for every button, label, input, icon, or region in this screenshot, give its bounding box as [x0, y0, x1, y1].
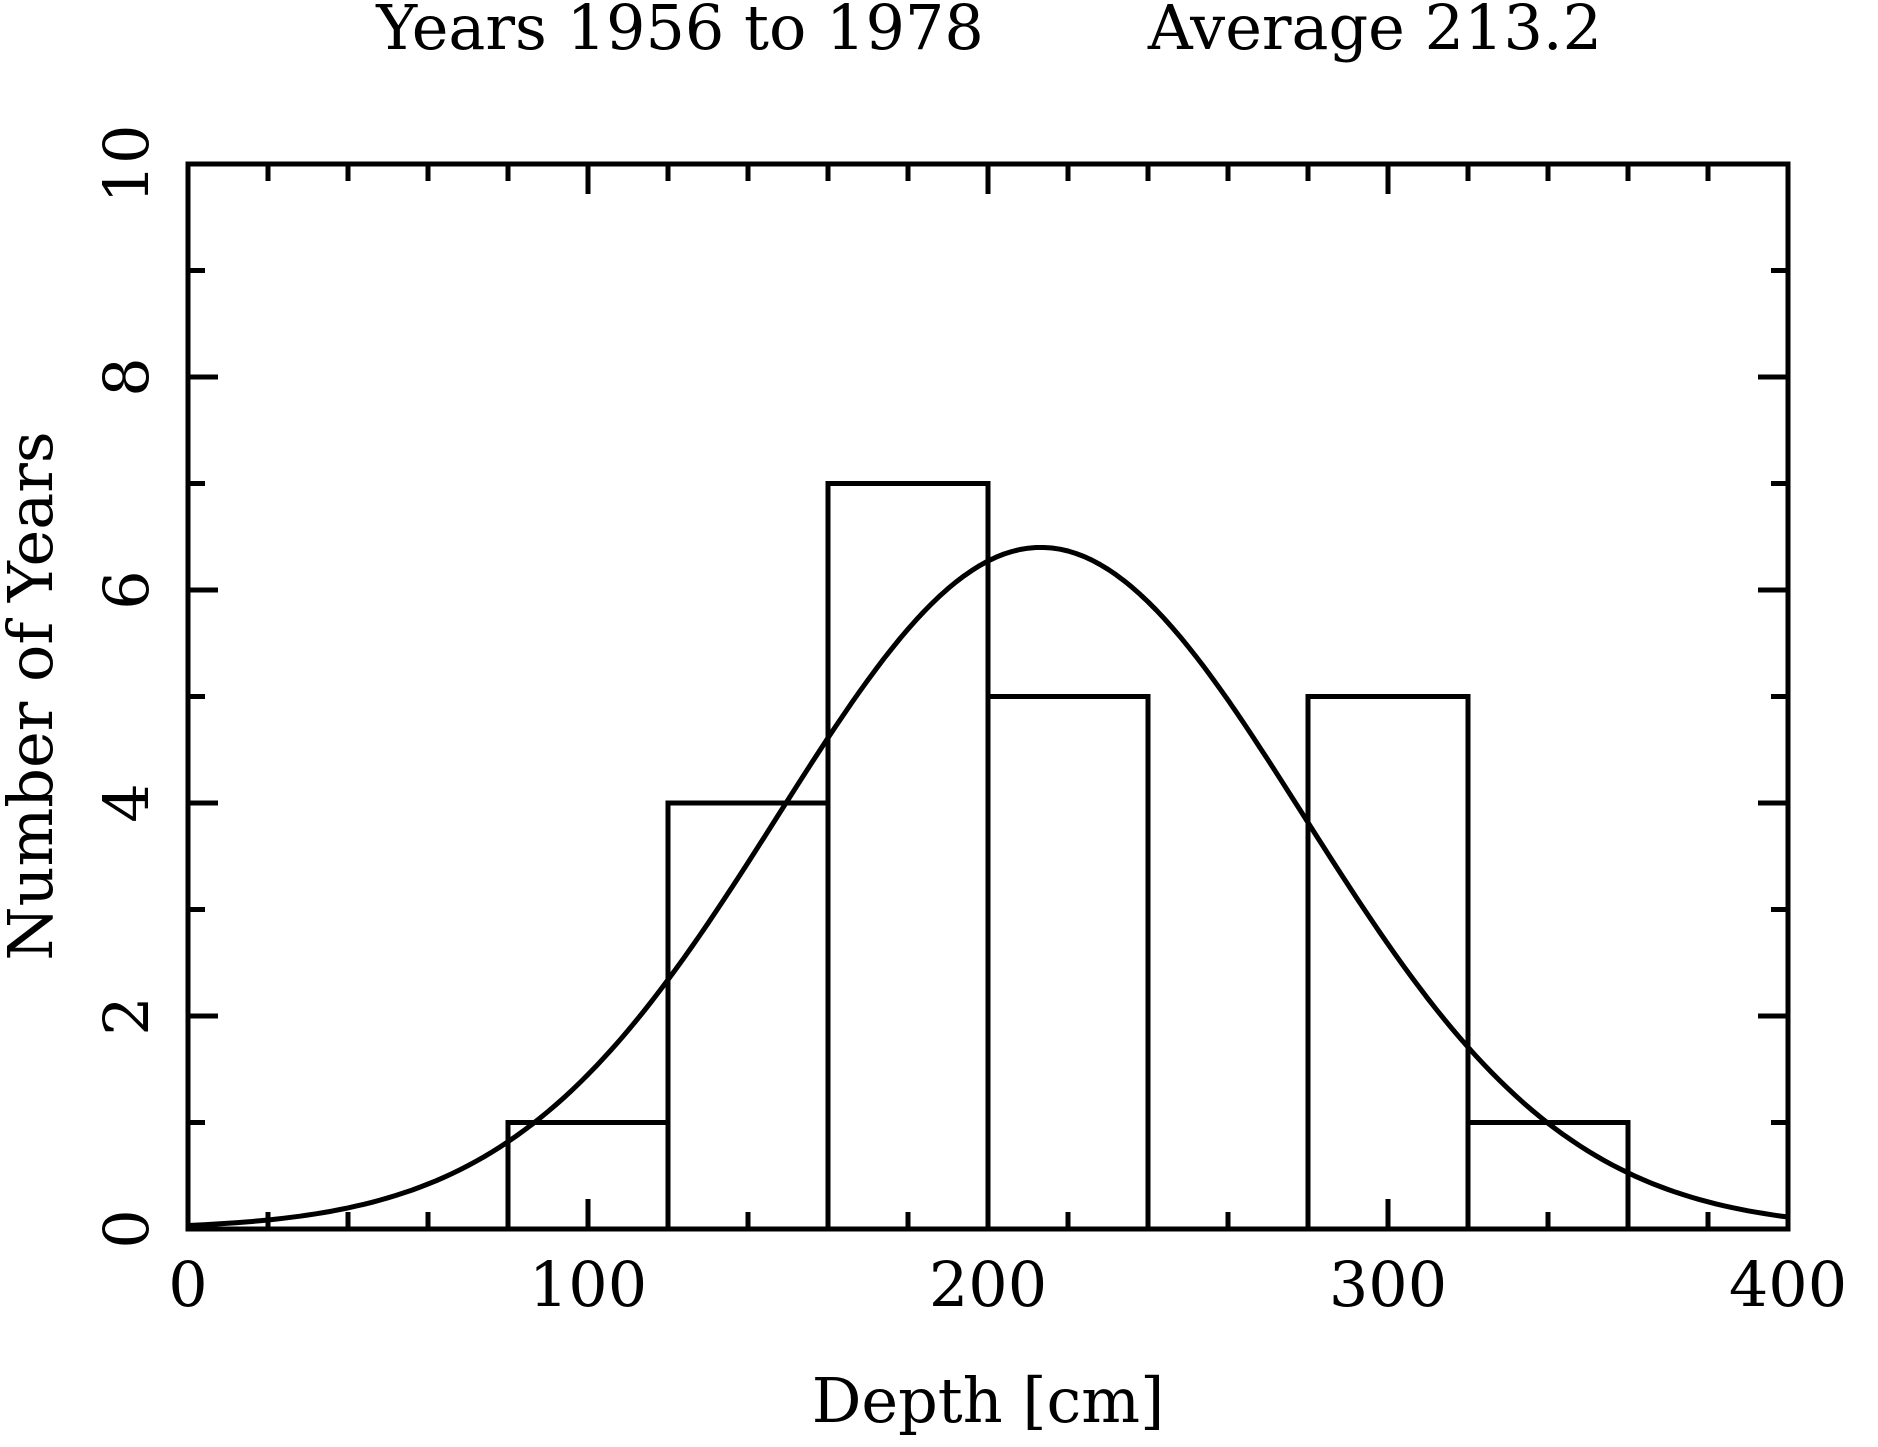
y-tick-label: 6 — [90, 570, 163, 609]
y-tick-label: 10 — [90, 125, 163, 204]
x-tick-label: 100 — [529, 1248, 647, 1321]
plot-title-left: Years 1956 to 1978 — [375, 0, 984, 64]
x-tick-label: 0 — [168, 1248, 207, 1321]
x-tick-label: 400 — [1729, 1248, 1847, 1321]
gaussian-fit-curve — [185, 545, 1791, 1228]
x-tick-label: 300 — [1329, 1248, 1447, 1321]
y-tick-label: 2 — [90, 996, 163, 1035]
x-tick-label: 200 — [929, 1248, 1047, 1321]
y-tick-label: 8 — [90, 357, 163, 396]
y-tick-labels: 0 2 4 6 8 10 — [90, 125, 163, 1249]
x-tick-labels: 0 100 200 300 400 — [168, 1248, 1847, 1321]
histogram-bar — [1305, 694, 1471, 1232]
plot-title-right: Average 213.2 — [1147, 0, 1602, 64]
x-axis-title: Depth [cm] — [812, 1364, 1165, 1437]
histogram-bar — [825, 481, 991, 1232]
y-tick-label: 0 — [90, 1209, 163, 1248]
y-axis-title: Number of Years — [0, 431, 67, 960]
gaussian-curve — [185, 545, 1791, 1228]
y-tick-label: 4 — [90, 783, 163, 822]
histogram-bars — [505, 481, 1631, 1232]
histogram-bar — [985, 694, 1151, 1232]
